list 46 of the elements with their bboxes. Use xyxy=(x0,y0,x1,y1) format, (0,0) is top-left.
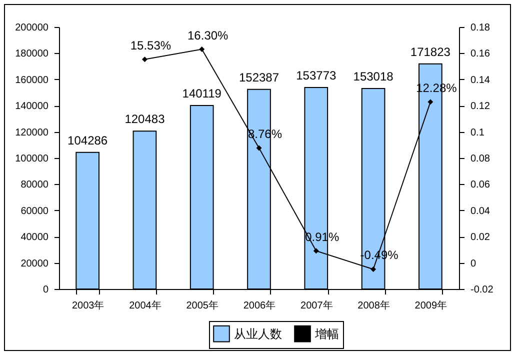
data-label: 16.30% xyxy=(188,28,229,42)
y2-tick-label: -0.02 xyxy=(470,284,494,296)
point xyxy=(370,266,376,272)
x-tick-label: 2006年 xyxy=(243,300,276,312)
point xyxy=(256,145,262,151)
y-tick-label: 120000 xyxy=(15,127,49,138)
data-label: 171823 xyxy=(410,44,451,59)
y2-tick-label: 0.1 xyxy=(470,127,485,138)
y2-tick-label: 0.02 xyxy=(470,232,490,244)
legend-label: 从业人数 xyxy=(234,326,282,341)
y-tick-label: 100000 xyxy=(15,154,49,164)
y-tick-label: 20000 xyxy=(20,258,49,270)
x-tick-label: 2003年 xyxy=(72,300,104,312)
data-label: 104286 xyxy=(68,133,108,148)
point xyxy=(199,46,205,52)
y-tick-label: 160000 xyxy=(15,74,49,86)
data-label: 153018 xyxy=(353,70,394,84)
y-tick-label: 80000 xyxy=(20,180,49,191)
y-tick-label: 200000 xyxy=(15,22,49,34)
y2-tick-label: 0.18 xyxy=(470,22,490,34)
y2-tick-label: 0.12 xyxy=(470,101,490,112)
y-tick-label: 0 xyxy=(42,284,49,296)
data-label: 120483 xyxy=(124,112,166,126)
x-tick-label: 2007年 xyxy=(300,300,333,312)
y2-tick-label: 0 xyxy=(470,258,476,270)
data-label: 15.53% xyxy=(130,38,172,52)
y-tick-label: 140000 xyxy=(15,101,49,112)
point xyxy=(142,56,148,62)
point xyxy=(313,248,319,254)
x-tick-label: 2004年 xyxy=(129,300,162,312)
legend-label: 增幅 xyxy=(314,326,339,341)
data-label: 140119 xyxy=(182,86,222,100)
y2-tick-label: 0.08 xyxy=(470,154,490,164)
y2-tick-label: 0.06 xyxy=(470,180,490,191)
y2-tick-label: 0.04 xyxy=(470,206,490,217)
data-label: 152387 xyxy=(238,70,280,84)
y2-tick-label: 0.14 xyxy=(470,74,490,86)
data-label: 153773 xyxy=(296,68,336,83)
y-tick-label: 60000 xyxy=(20,206,49,217)
x-tick-label: 2008年 xyxy=(358,300,390,312)
x-tick-label: 2005年 xyxy=(186,300,218,312)
y-tick-label: 40000 xyxy=(20,232,49,244)
point xyxy=(428,99,434,105)
x-tick-label: 2009年 xyxy=(414,300,448,312)
y2-tick-label: 0.16 xyxy=(470,48,490,60)
y-tick-label: 180000 xyxy=(15,48,49,60)
